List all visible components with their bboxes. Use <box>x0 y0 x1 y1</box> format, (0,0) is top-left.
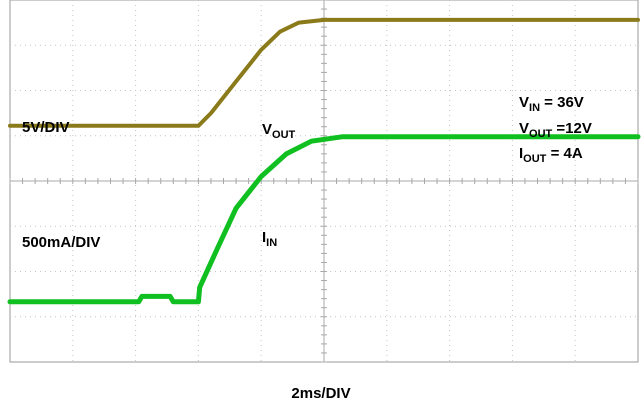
traces <box>7 17 641 305</box>
grid <box>9 0 639 363</box>
iin-trace-label: IIN <box>262 229 277 249</box>
condition-vout: VOUT =12V <box>519 120 592 140</box>
vout-trace <box>8 17 640 128</box>
vout-trace-label: VOUT <box>262 121 296 141</box>
iin-trace <box>7 134 641 305</box>
iin-scale-label: 500mA/DIV <box>22 234 100 251</box>
condition-vin: VIN = 36V <box>519 94 584 114</box>
condition-iout: IOUT = 4A <box>519 145 583 165</box>
vout-scale-label: 5V/DIV <box>22 119 70 136</box>
x-axis-label: 2ms/DIV <box>291 385 350 402</box>
